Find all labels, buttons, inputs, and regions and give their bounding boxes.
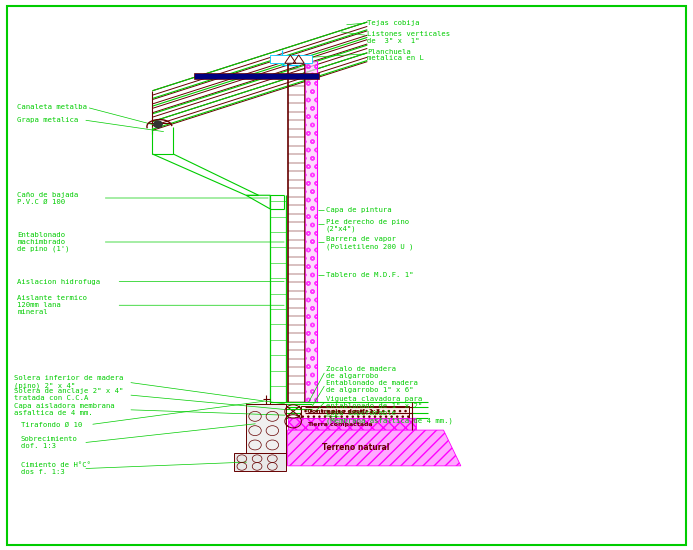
Text: Planchuela
metalica en L: Planchuela metalica en L (367, 48, 424, 62)
Text: Entablonado
machimbrado
de pino (1'): Entablonado machimbrado de pino (1') (17, 232, 70, 252)
Bar (234, 453, 286, 471)
Bar (270, 55, 312, 63)
Text: Capa aisladora membrana
asfaltica de 4 mm.: Capa aisladora membrana asfaltica de 4 m… (14, 403, 114, 416)
Text: Cimiento de H°C°
dos f. 1:3: Cimiento de H°C° dos f. 1:3 (21, 462, 91, 475)
Text: Pie derecho de pino
(2"x4"): Pie derecho de pino (2"x4") (326, 219, 409, 232)
Text: Capa impermeable
(Membrana asfaltica de 4 mm.): Capa impermeable (Membrana asfaltica de … (326, 410, 453, 424)
Text: Aislacion hidrofuga: Aislacion hidrofuga (17, 279, 100, 284)
Text: Solera inferior de madera
(pino) 2" x 4": Solera inferior de madera (pino) 2" x 4" (14, 376, 123, 389)
Text: Capa de pintura: Capa de pintura (326, 207, 392, 213)
Text: Vigueta clavadora para
entablonado de 1" x 2": Vigueta clavadora para entablonado de 1"… (326, 396, 422, 409)
Bar (246, 404, 286, 453)
Text: Aislante termico
120mm lana
mineral: Aislante termico 120mm lana mineral (17, 295, 87, 315)
Text: Canaleta metalba: Canaleta metalba (17, 104, 87, 110)
Bar (301, 406, 409, 418)
Text: Tirafondo Ø 10: Tirafondo Ø 10 (21, 422, 82, 427)
Text: Grapa metalica: Grapa metalica (17, 117, 78, 123)
Text: Tierra compactada: Tierra compactada (307, 421, 373, 427)
Text: Tablero de M.D.F. 1": Tablero de M.D.F. 1" (326, 272, 413, 278)
Text: "Contrapiso dosif. 1:3: "Contrapiso dosif. 1:3 (304, 409, 380, 415)
Text: Terreno natural: Terreno natural (322, 443, 389, 452)
Text: Sobrecimiento
dof. 1:3: Sobrecimiento dof. 1:3 (21, 436, 78, 449)
Text: Listones verticales
de  3" x  1": Listones verticales de 3" x 1" (367, 31, 450, 44)
Text: Barrera de vapor
(Polietileno 200 U ): Barrera de vapor (Polietileno 200 U ) (326, 236, 413, 250)
Text: Zocalo de madera
de algarrobo: Zocalo de madera de algarrobo (326, 366, 396, 379)
Bar (288, 418, 416, 430)
Polygon shape (288, 430, 461, 466)
Text: Caño de bajada
P.V.C Ø 100: Caño de bajada P.V.C Ø 100 (17, 191, 78, 205)
Circle shape (154, 121, 162, 128)
Bar (194, 73, 319, 79)
Text: Entablonado de madera
de algarrobo 1" x 6": Entablonado de madera de algarrobo 1" x … (326, 379, 418, 393)
Bar (305, 60, 317, 402)
Text: Solera de anclaje 2" x 4"
tratada con C.C.A: Solera de anclaje 2" x 4" tratada con C.… (14, 388, 123, 401)
Text: Tejas cobija: Tejas cobija (367, 20, 420, 26)
